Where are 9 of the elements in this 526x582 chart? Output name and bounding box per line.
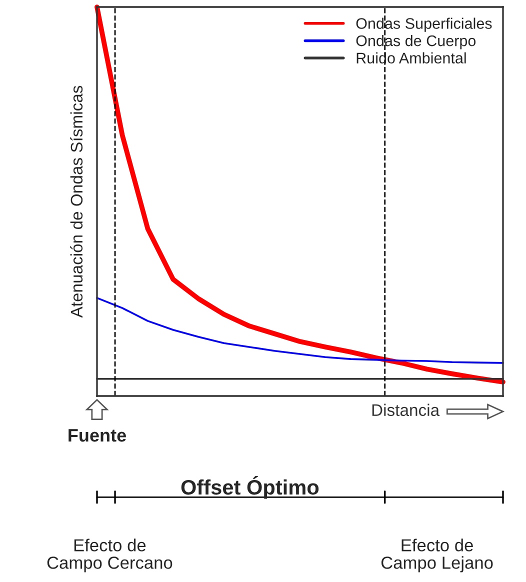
text: Efecto de Campo Lejano [381,538,493,572]
text: Efecto de Campo Cercano [47,538,172,572]
text: Offset Óptimo [181,476,319,499]
text: Fuente [68,429,126,442]
x-axis-title: Distancia [372,404,440,416]
legend-label: Ondas Superficiales [356,18,492,32]
legend-label: Ruido Ambiental [356,52,466,64]
legend-label: Ondas de Cuerpo [356,34,476,50]
y-axis-title: Atenuación de Ondas Sísmicas [70,86,83,318]
